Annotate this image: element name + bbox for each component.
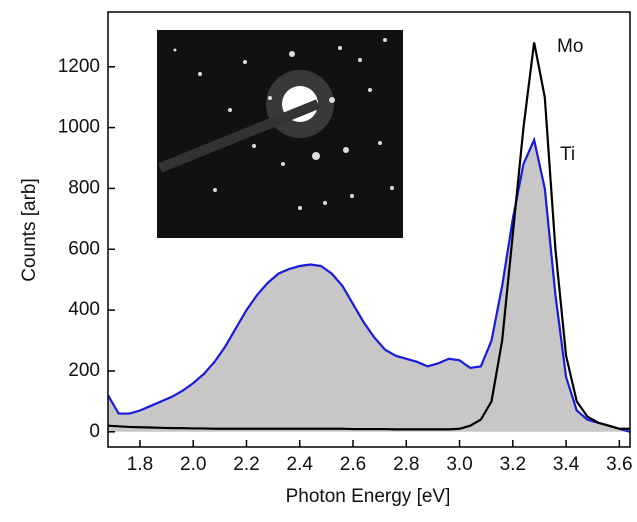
x-tick-label: 3.2 — [500, 454, 526, 475]
y-axis-label: Counts [arb] — [19, 178, 40, 282]
inset-diffraction-image — [157, 30, 403, 238]
series-line — [107, 136, 631, 433]
y-tick-label: 400 — [68, 299, 100, 320]
x-tick-label: 3.4 — [553, 454, 580, 475]
y-tick-label: 1200 — [58, 56, 100, 77]
x-tick-label: 3.6 — [606, 454, 632, 475]
x-tick-label: 2.8 — [393, 454, 419, 475]
x-tick-label: 2.6 — [340, 454, 366, 475]
y-tick-label: 600 — [68, 238, 100, 259]
plot-frame — [107, 11, 631, 448]
x-tick-label: 2.2 — [233, 454, 259, 475]
y-tick-label: 800 — [68, 177, 100, 198]
x-tick-label: 2.0 — [180, 454, 206, 475]
x-tick-label: 1.8 — [127, 454, 153, 475]
y-tick-label: 1000 — [58, 117, 100, 138]
x-axis-label: Photon Energy [eV] — [286, 486, 451, 507]
y-tick-label: 0 — [89, 421, 100, 442]
x-tick-label: 2.4 — [287, 454, 314, 475]
series-label: Mo — [557, 36, 583, 57]
x-tick-label: 3.0 — [446, 454, 472, 475]
series-line — [107, 42, 630, 431]
y-tick-label: 200 — [68, 360, 100, 381]
series-label: Ti — [560, 144, 575, 165]
